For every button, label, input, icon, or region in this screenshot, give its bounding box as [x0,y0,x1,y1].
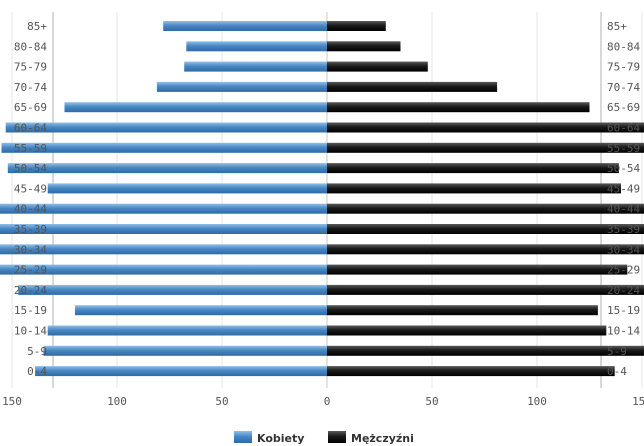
bar-mezczyzni[interactable] [327,345,644,356]
bar-mezczyzni[interactable] [327,102,590,113]
y-tick-label-left: 50-54 [14,162,47,175]
grid-layer [11,12,643,388]
y-tick-label-left: 10-14 [14,325,47,338]
legend-label-mezczyzni[interactable]: Mężczyźni [351,432,414,445]
y-tick-label-left: 30-34 [14,243,47,256]
x-tick-label: 100 [527,395,547,408]
bar-kobiety[interactable] [5,122,327,133]
bar-kobiety[interactable] [186,41,327,52]
bar-mezczyzni[interactable] [327,244,644,255]
bar-kobiety[interactable] [0,264,328,275]
y-tick-label-right: 50-54 [607,162,640,175]
y-tick-label-left: 70-74 [14,81,47,94]
y-tick-label-right: 70-74 [607,81,640,94]
bar-mezczyzni[interactable] [327,203,644,214]
bar-mezczyzni[interactable] [327,325,607,336]
bar-kobiety[interactable] [0,244,327,255]
bar-mezczyzni[interactable] [327,122,644,133]
y-tick-label-left: 0-4 [27,365,47,378]
y-tick-label-right: 55-59 [607,142,640,155]
bar-kobiety[interactable] [75,305,327,316]
y-tick-label-right: 60-64 [607,122,640,135]
bar-kobiety[interactable] [47,183,327,194]
bar-kobiety[interactable] [18,284,328,295]
x-tick-label: 50 [215,395,228,408]
bars-layer [0,21,644,377]
x-tick-label: 0 [324,395,331,408]
y-tick-label-right: 80-84 [607,40,640,53]
bar-kobiety[interactable] [0,224,327,234]
bar-mezczyzni[interactable] [327,21,386,31]
legend: Kobiety Mężczyźni [234,431,414,445]
bar-kobiety[interactable] [35,366,327,377]
y-tick-label-right: 25-29 [607,264,640,277]
bar-kobiety[interactable] [64,102,328,113]
y-tick-label-left: 15-19 [14,304,47,317]
bar-mezczyzni[interactable] [327,183,621,194]
x-tick-label: 150 [632,395,644,408]
bar-kobiety[interactable] [0,203,327,214]
x-tick-label: 150 [2,395,22,408]
y-tick-label-right: 0-4 [607,365,627,378]
legend-label-kobiety[interactable]: Kobiety [257,432,304,445]
bar-kobiety[interactable] [47,325,327,336]
y-tick-label-left: 40-44 [14,203,47,216]
y-tick-label-right: 30-34 [607,243,640,256]
y-tick-label-right: 65-69 [607,101,640,114]
y-tick-label-left: 25-29 [14,264,47,277]
y-tick-label-left: 20-24 [14,284,47,297]
bar-kobiety[interactable] [184,61,327,72]
y-tick-label-right: 75-79 [607,61,640,74]
y-axis-labels-left: 85+ 80-84 75-79 70-74 65-69 60-64 55-59 50-54 45… [14,20,47,378]
y-tick-label-right: 15-19 [607,304,640,317]
bar-mezczyzni[interactable] [327,163,619,174]
bar-mezczyzni[interactable] [327,142,644,153]
bar-mezczyzni[interactable] [327,305,598,316]
bar-mezczyzni[interactable] [327,224,644,234]
y-tick-label-left: 55-59 [14,142,47,155]
y-tick-label-left: 65-69 [14,101,47,114]
bar-mezczyzni[interactable] [327,41,401,52]
y-tick-label-left: 45-49 [14,182,47,195]
y-tick-label-right: 40-44 [607,203,640,216]
legend-swatch-mezczyzni[interactable] [328,431,346,443]
bar-kobiety[interactable] [163,21,327,31]
bar-mezczyzni[interactable] [327,366,615,377]
y-tick-label-left: 75-79 [14,61,47,74]
legend-swatch-kobiety[interactable] [234,431,252,443]
bar-kobiety[interactable] [156,81,327,92]
y-tick-label-right: 35-39 [607,223,640,236]
y-tick-label-right: 10-14 [607,325,640,338]
y-tick-label-left: 60-64 [14,122,47,135]
y-tick-label-right: 20-24 [607,284,640,297]
y-axis-labels-right: 85+ 80-84 75-79 70-74 65-69 60-64 55-59 50-54 45… [607,20,640,378]
bar-kobiety[interactable] [7,163,328,174]
bar-mezczyzni[interactable] [327,61,428,72]
y-tick-label-left: 35-39 [14,223,47,236]
bar-mezczyzni[interactable] [327,264,628,275]
y-tick-label-right: 45-49 [607,182,640,195]
y-tick-label-left: 80-84 [14,40,47,53]
y-tick-label-left: 5-9 [27,345,47,358]
x-tick-label: 100 [107,395,127,408]
y-tick-label-right: 85+ [607,20,627,33]
x-tick-label: 50 [425,395,438,408]
x-axis-labels: 25020015010050050100150200250 [2,395,644,408]
y-tick-label-right: 5-9 [607,345,627,358]
y-tick-label-left: 85+ [27,20,47,33]
bar-kobiety[interactable] [1,142,328,153]
bar-mezczyzni[interactable] [327,81,498,92]
plot-frame [52,12,602,388]
bar-kobiety[interactable] [43,345,328,356]
bar-mezczyzni[interactable] [327,284,644,295]
